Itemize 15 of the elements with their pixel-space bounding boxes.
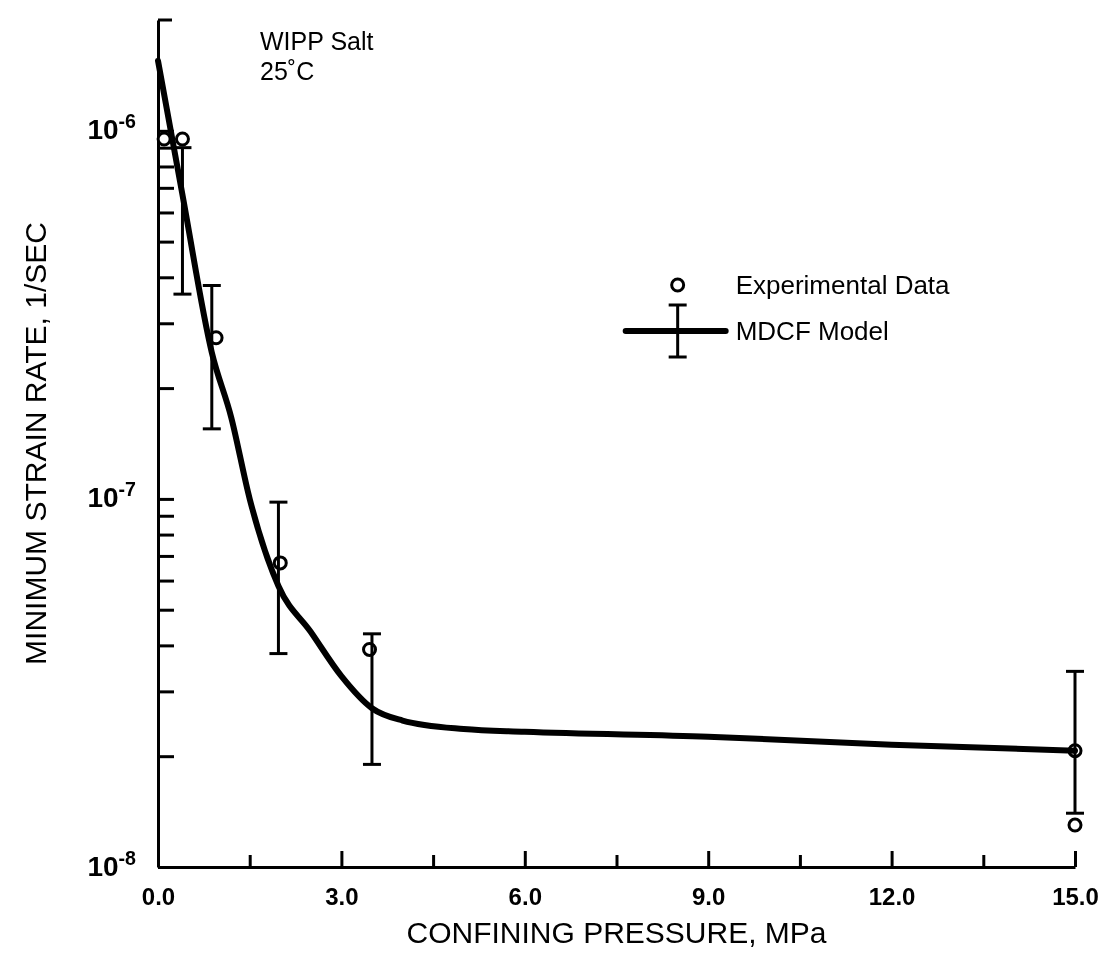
y-tick-label: 10$^{-7}$ [87, 478, 137, 514]
annotation: 25˚C [260, 57, 315, 85]
legend-label: Experimental Data [735, 270, 951, 301]
x-axis-title: CONFINING PRESSURE, MPa [406, 916, 827, 949]
x-tick-label: 15.0 [1052, 883, 1099, 910]
y-tick-label: 10$^{-8}$ [87, 846, 137, 882]
x-tick-label: 3.0 [325, 883, 359, 910]
x-tick-label: 12.0 [868, 883, 916, 910]
x-tick-label: 9.0 [692, 883, 726, 910]
x-tick-label: 0.0 [141, 883, 176, 910]
y-axis-title: MINIMUM STRAIN RATE, 1/SEC [19, 222, 52, 665]
annotation: WIPP Salt [260, 27, 374, 55]
x-tick-label: 6.0 [508, 883, 542, 910]
y-tick-label: 10$^{-6}$ [87, 110, 137, 146]
legend-label: MDCF Model [735, 316, 889, 347]
